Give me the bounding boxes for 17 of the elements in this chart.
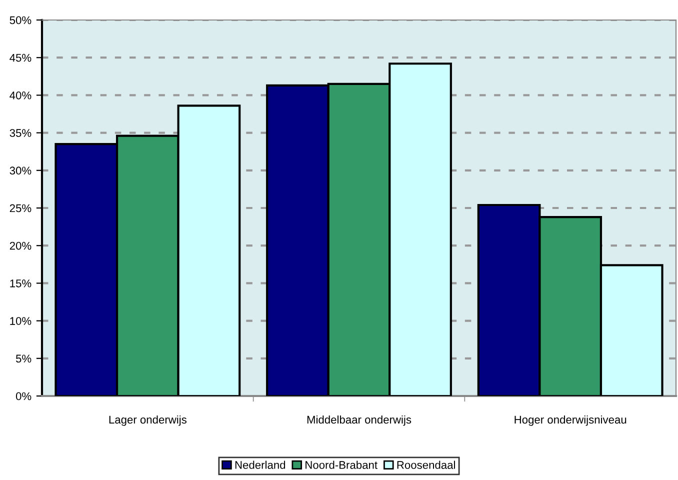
y-tick-label: 40% [10,91,32,100]
y-tick-label: 30% [10,166,32,175]
y-tick-label: 5% [16,354,32,363]
y-tick-label: 45% [10,54,32,62]
y-tick-label: 25% [10,204,32,212]
y-tick-label: 10% [10,317,32,325]
y-tick-label: 35% [10,129,32,137]
y-tick-label: 20% [10,242,32,250]
legend-label: Noord-Brabant [306,460,378,469]
x-tick-label: Lager onderwijs [109,415,186,426]
y-tick-label: 0% [16,392,32,400]
y-tick-label: 50% [10,16,32,24]
x-tick-label: Middelbaar onderwijs [307,415,412,426]
legend-label: Nederland [235,460,286,469]
y-tick-label: 15% [10,280,32,288]
x-tick-label: Hoger onderwijsniveau [514,415,626,426]
legend-label: Roosendaal [397,460,455,469]
